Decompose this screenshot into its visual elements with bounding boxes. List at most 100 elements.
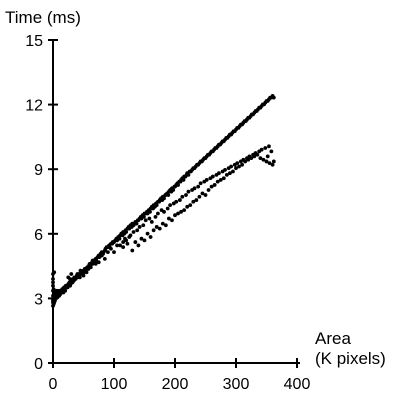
data-point — [96, 260, 101, 265]
data-point — [90, 258, 95, 263]
data-point — [115, 243, 119, 248]
data-point — [176, 183, 180, 187]
data-point — [124, 230, 129, 234]
data-point — [192, 186, 197, 191]
data-point — [131, 230, 136, 234]
data-point — [198, 181, 203, 186]
data-point — [186, 189, 191, 194]
data-point — [186, 172, 191, 177]
data-point — [173, 213, 177, 218]
data-point — [265, 154, 270, 159]
data-point — [134, 221, 139, 226]
data-point — [223, 167, 227, 172]
data-point — [117, 236, 122, 241]
data-point — [212, 183, 217, 187]
data-point — [109, 246, 113, 251]
axis-ticks: 0 3 6 9 12 15 0 100 200 300 400 — [25, 33, 310, 393]
data-point — [112, 250, 116, 255]
data-points — [51, 94, 276, 308]
data-point — [167, 216, 171, 221]
data-point — [263, 146, 268, 150]
data-point — [180, 194, 185, 199]
data-point — [210, 174, 215, 179]
y-tick-label: 6 — [34, 227, 43, 244]
x-tick-label: 100 — [101, 376, 128, 393]
data-point — [179, 209, 184, 214]
data-point — [128, 233, 133, 238]
data-point — [123, 236, 127, 241]
data-point — [139, 236, 144, 241]
data-point — [154, 203, 159, 208]
y-tick-label: 9 — [34, 162, 43, 179]
data-point — [93, 262, 98, 266]
x-tick-label: 400 — [284, 376, 311, 393]
data-point — [66, 275, 71, 280]
y-tick-label: 12 — [25, 98, 43, 115]
x-tick-label: 0 — [49, 376, 58, 393]
data-point — [77, 275, 82, 280]
data-point — [141, 223, 146, 228]
data-point — [87, 265, 92, 270]
data-point — [191, 199, 196, 204]
data-point — [121, 240, 126, 244]
data-point — [165, 206, 170, 211]
data-point — [162, 209, 166, 214]
data-point — [181, 178, 186, 182]
data-point — [156, 211, 160, 216]
data-point — [206, 188, 211, 192]
data-point — [163, 223, 168, 228]
data-point — [99, 253, 104, 258]
data-point — [153, 214, 158, 219]
data-point — [258, 156, 263, 160]
data-point — [148, 235, 153, 239]
data-point — [118, 243, 122, 248]
data-point — [184, 193, 188, 197]
x-tick-label: 200 — [162, 376, 189, 393]
data-point — [72, 277, 77, 281]
data-point — [121, 245, 126, 250]
data-point — [215, 179, 220, 184]
data-point — [241, 157, 246, 162]
data-point — [182, 208, 187, 213]
data-point — [162, 196, 166, 201]
data-point — [197, 194, 202, 199]
data-point — [247, 154, 252, 159]
data-point — [147, 216, 152, 221]
data-point — [102, 256, 107, 261]
data-point — [170, 218, 174, 223]
data-point — [133, 240, 138, 244]
data-point — [145, 231, 150, 236]
data-point — [228, 171, 232, 176]
data-point — [135, 228, 140, 233]
data-point — [194, 198, 199, 202]
data-point — [234, 166, 238, 171]
data-point — [240, 162, 245, 167]
data-point — [185, 204, 190, 209]
data-point — [142, 238, 147, 243]
data-point — [176, 211, 180, 216]
data-point — [235, 161, 240, 166]
data-point — [78, 268, 83, 273]
data-point — [63, 288, 68, 293]
x-axis-title-line-1: Area — [315, 329, 351, 348]
y-axis-title: Time (ms) — [5, 8, 81, 27]
data-point — [267, 161, 272, 166]
data-point — [177, 198, 182, 202]
data-point — [149, 220, 154, 224]
data-point — [137, 225, 142, 229]
data-point — [166, 193, 171, 197]
data-point — [203, 193, 208, 197]
y-tick-label: 0 — [34, 356, 43, 373]
data-point — [196, 184, 201, 189]
data-point — [75, 272, 80, 276]
data-point — [269, 149, 274, 154]
data-point — [261, 157, 266, 162]
data-point — [136, 243, 141, 248]
data-point — [237, 164, 241, 169]
x-tick-label: 300 — [223, 376, 250, 393]
y-tick-label: 3 — [34, 291, 43, 308]
data-point — [264, 159, 269, 164]
data-point — [168, 203, 173, 208]
data-point — [259, 147, 264, 152]
